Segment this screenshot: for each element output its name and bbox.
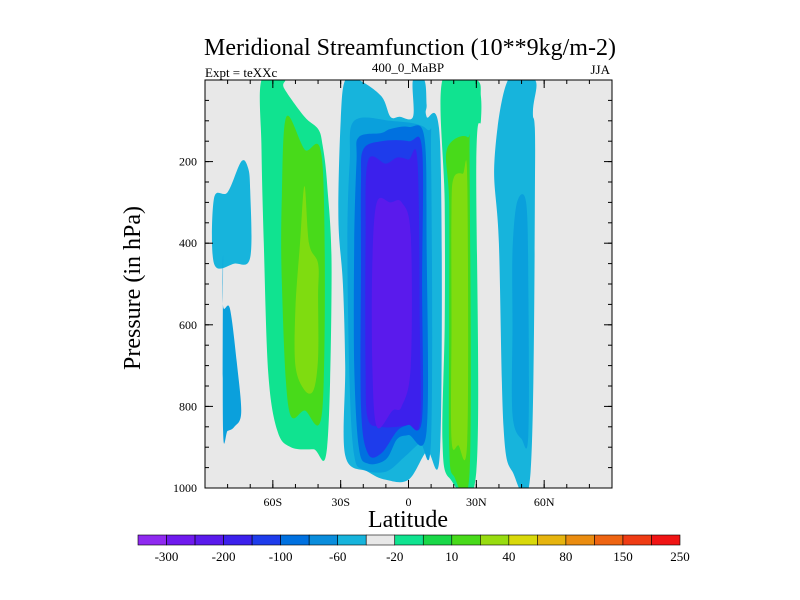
x-tick-label: 30S [331, 495, 350, 509]
colorbar-swatch [565, 534, 595, 546]
contour-region-nh-polar-core [511, 194, 529, 449]
colorbar-swatch [394, 534, 424, 546]
y-tick-label: 800 [179, 399, 197, 413]
colorbar-swatch [508, 534, 538, 546]
plot-area [205, 80, 612, 488]
contour-region-sh-polar-core [222, 255, 242, 444]
colorbar-swatch [622, 534, 652, 546]
colorbar-swatch [137, 534, 167, 546]
colorbar-swatch [337, 534, 367, 546]
contour-region-sh-polar-cell [211, 160, 252, 269]
colorbar-swatch [308, 534, 338, 546]
colorbar-label: 250 [670, 549, 690, 564]
colorbar-swatch [365, 534, 396, 546]
x-tick-label: 60N [534, 495, 555, 509]
colorbar-label: -300 [155, 549, 179, 564]
x-axis-label: Latitude [368, 507, 448, 533]
colorbar-label: -60 [329, 549, 346, 564]
colorbar-swatch [594, 534, 624, 546]
colorbar-swatch [194, 534, 224, 546]
x-tick-label: 0 [406, 495, 412, 509]
season-label: JJA [590, 62, 610, 77]
contour-region-nh-ferrel-core [450, 160, 469, 461]
experiment-label: Expt = teXXc [205, 65, 278, 80]
axes: 60S 30S 0 30N 60N 200 400 600 800 1000 [173, 79, 613, 509]
colorbar-label: -20 [386, 549, 403, 564]
colorbar: -300 -200 -100 -60 -20 10 40 80 150 250 [137, 534, 690, 564]
colorbar-label: 80 [559, 549, 572, 564]
y-tick-label: 200 [179, 155, 197, 169]
chart-title: Meridional Streamfunction (10**9kg/m-2) [204, 35, 616, 61]
y-tick-label: 1000 [173, 481, 197, 495]
colorbar-swatch [251, 534, 281, 546]
colorbar-label: -200 [212, 549, 236, 564]
contour-region-sh-ferrel-core [294, 186, 319, 394]
colorbar-label: -100 [269, 549, 293, 564]
x-tick-label: 30N [466, 495, 487, 509]
y-tick-label: 400 [179, 236, 197, 250]
colorbar-swatch [422, 534, 453, 546]
colorbar-swatch [166, 534, 196, 546]
colorbar-label: 40 [502, 549, 515, 564]
colorbar-swatch [651, 534, 681, 546]
x-tick-label: 60S [263, 495, 282, 509]
colorbar-swatch [480, 534, 510, 546]
colorbar-swatch [451, 534, 481, 546]
colorbar-swatch [537, 534, 567, 546]
contour-regions [211, 80, 537, 488]
y-tick-label: 600 [179, 318, 197, 332]
colorbar-swatch [223, 534, 253, 546]
colorbar-label: 10 [445, 549, 458, 564]
colorbar-swatch [280, 534, 310, 546]
y-axis-label: Pressure (in hPa) [120, 206, 146, 370]
contour-region-hadley-200 [371, 197, 412, 429]
colorbar-label: 150 [613, 549, 633, 564]
period-label: 400_0_MaBP [372, 60, 444, 75]
